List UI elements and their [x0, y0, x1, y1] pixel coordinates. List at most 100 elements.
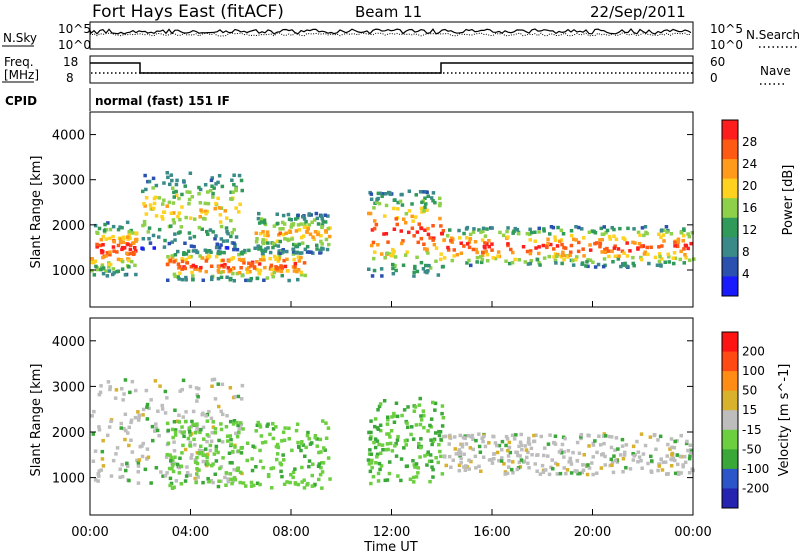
power-cell: [529, 259, 533, 263]
velocity-cell: [185, 471, 190, 475]
power-cell: [309, 250, 313, 254]
velocity-cell: [261, 465, 265, 470]
power-cell: [521, 245, 526, 249]
power-colorbar-tick-label: 12: [742, 223, 757, 237]
velocity-cell: [193, 476, 197, 481]
velocity-cell: [214, 446, 218, 451]
velocity-cell: [290, 448, 294, 453]
power-cell: [292, 269, 297, 273]
power-cell: [234, 206, 238, 210]
power-cell: [116, 257, 121, 262]
power-cell: [311, 235, 315, 239]
power-cell: [235, 247, 240, 252]
velocity-y-tick-label: 3000: [52, 380, 85, 395]
power-cell: [459, 241, 463, 245]
power-cell: [306, 227, 310, 231]
velocity-cell: [477, 464, 481, 469]
velocity-cell: [478, 450, 483, 454]
power-cell: [407, 209, 412, 213]
velocity-cell: [460, 445, 465, 449]
velocity-cell: [189, 425, 193, 429]
power-cell: [475, 260, 479, 264]
power-cell: [171, 201, 176, 205]
power-cell: [118, 240, 123, 245]
velocity-cell: [414, 475, 419, 479]
velocity-cell: [597, 434, 601, 438]
velocity-cell: [419, 437, 423, 441]
velocity-cell: [433, 401, 438, 406]
power-cell: [686, 246, 690, 251]
velocity-cell: [229, 477, 233, 482]
velocity-cell: [534, 433, 538, 437]
power-cell: [403, 253, 408, 257]
velocity-cell: [688, 454, 692, 458]
power-cell: [226, 266, 231, 270]
velocity-cell: [188, 433, 193, 437]
power-cell: [424, 202, 428, 206]
velocity-cell: [205, 455, 209, 460]
velocity-cell: [138, 444, 142, 449]
velocity-cell: [129, 418, 134, 423]
velocity-cell: [180, 451, 184, 455]
velocity-cell: [419, 418, 424, 422]
power-cell: [439, 252, 443, 256]
velocity-cell: [603, 454, 607, 459]
velocity-cell: [618, 453, 623, 457]
power-cell: [266, 246, 270, 250]
velocity-cell: [209, 439, 214, 443]
power-cell: [548, 232, 552, 236]
velocity-cell: [576, 471, 580, 476]
power-cell: [645, 245, 649, 250]
velocity-cell: [205, 459, 209, 464]
power-cell: [144, 212, 149, 216]
power-cell: [101, 255, 105, 260]
velocity-cell: [161, 474, 165, 478]
velocity-cell: [524, 448, 529, 452]
power-cell: [606, 249, 611, 253]
power-cell: [431, 238, 435, 242]
power-cell: [100, 263, 105, 268]
velocity-cell: [505, 471, 510, 476]
power-cell: [537, 230, 541, 234]
power-cell: [240, 273, 244, 278]
power-cell: [171, 254, 175, 258]
power-cell: [219, 237, 224, 241]
power-cell: [686, 232, 690, 236]
power-cell: [303, 247, 308, 252]
power-cell: [605, 246, 609, 251]
power-cell: [588, 248, 593, 252]
power-cell: [295, 269, 299, 274]
power-cell: [513, 257, 517, 262]
velocity-cell: [193, 443, 197, 447]
power-cell: [271, 241, 276, 246]
velocity-cell: [413, 465, 417, 469]
power-cell: [425, 270, 429, 275]
power-cell: [487, 239, 491, 243]
velocity-cell: [108, 385, 112, 389]
power-cell: [320, 242, 324, 246]
power-y-axis-label: Slant Range [km]: [29, 156, 44, 269]
velocity-cell: [367, 430, 371, 435]
velocity-cell: [549, 465, 553, 470]
power-cell: [370, 228, 375, 232]
power-cell: [602, 225, 606, 229]
velocity-cell: [379, 464, 384, 468]
velocity-cell: [530, 453, 534, 457]
power-cell: [292, 257, 296, 262]
velocity-cell: [291, 470, 296, 475]
power-cell: [147, 237, 151, 241]
velocity-cell: [468, 446, 473, 450]
velocity-cell: [502, 462, 506, 466]
velocity-cell: [149, 481, 153, 485]
power-cell: [467, 245, 472, 250]
velocity-cell: [611, 470, 616, 475]
velocity-cell: [244, 484, 248, 488]
velocity-cell: [442, 434, 446, 439]
power-cell: [98, 243, 103, 248]
power-cell: [433, 200, 437, 205]
power-colorbar-swatch: [722, 276, 738, 297]
velocity-cell: [141, 413, 145, 417]
power-cell: [254, 231, 259, 235]
power-cell: [157, 235, 161, 239]
